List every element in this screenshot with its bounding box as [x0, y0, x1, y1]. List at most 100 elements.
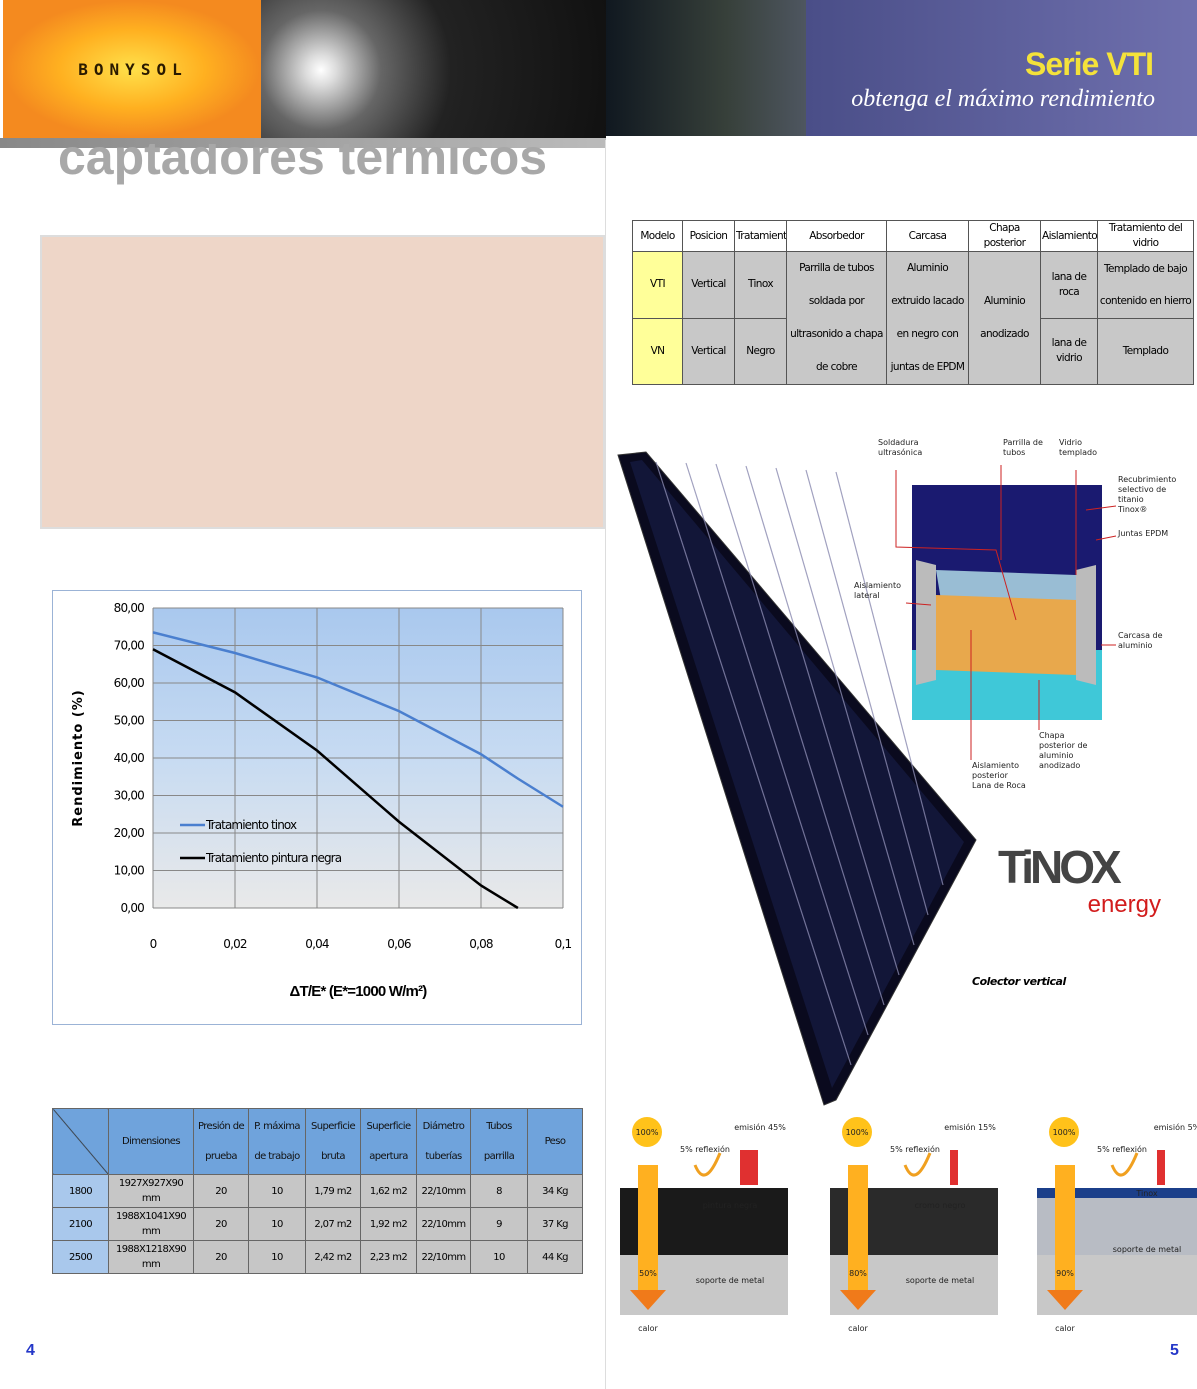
layer-label: Tinox [1135, 1189, 1158, 1198]
diagram-label: Aislamiento posterior Lana de Roca [972, 761, 1026, 790]
cell: 2,42 m2 [305, 1240, 361, 1274]
sun-label: 100% [1053, 1128, 1076, 1137]
reflection-label: 5% reflexión [890, 1144, 940, 1154]
y-tick-label: 30,00 [114, 789, 145, 803]
header-cell: Aislamiento [1040, 220, 1098, 252]
image-placeholder [40, 235, 605, 529]
y-tick-label: 80,00 [114, 601, 145, 615]
emission-label: emisión 5% [1154, 1122, 1197, 1132]
row: 2100 1988X1041X90 mm 20 10 2,07 m2 1,92 m2 22/… [52, 1207, 583, 1241]
model-cell: 2100 [52, 1207, 109, 1241]
cell: 9 [470, 1207, 528, 1241]
cell: 1927X927X90 mm [108, 1174, 194, 1208]
cell: 8 [470, 1174, 528, 1208]
data-line [152, 631, 564, 808]
legend-label: Tratamiento pintura negra [205, 851, 342, 865]
cell: Parrilla de tubos soldada por ultrasonid… [786, 251, 887, 385]
y-tick-label: 10,00 [114, 864, 145, 878]
cell: 44 Kg [527, 1240, 583, 1274]
corner-cell [52, 1108, 109, 1175]
page-divider [605, 140, 606, 1389]
cell: 2,07 m2 [305, 1207, 361, 1241]
cell: 10 [248, 1240, 306, 1274]
sun [632, 1117, 662, 1147]
cell: Negro [734, 317, 787, 385]
emission-arrow [1157, 1150, 1165, 1185]
header-cell: Peso [527, 1108, 583, 1175]
cell: lana de roca [1040, 251, 1098, 319]
model-cell: VN [632, 317, 683, 385]
title-band: Serie VTI obtenga el máximo rendimiento [806, 0, 1197, 136]
layer-label: cromo negro [915, 1201, 966, 1210]
cell: Aluminio anodizado [968, 251, 1041, 385]
cell: 22/10mm [416, 1174, 471, 1208]
absorbed-arrow [630, 1290, 666, 1310]
collector-glass [630, 460, 964, 1088]
brand-sub: energy [1088, 891, 1161, 918]
cell: 1988X1218X90 mm [108, 1240, 194, 1274]
base-label: soporte de metal [1113, 1245, 1181, 1254]
model-cell: 1800 [52, 1174, 109, 1208]
x-tick-label: 0,06 [387, 937, 411, 951]
chart-frame [52, 590, 582, 1025]
row: 2500 1988X1218X90 mm 20 10 2,42 m2 2,23 m2 22/… [52, 1240, 583, 1274]
legend-label: Tratamiento tinox [205, 818, 297, 832]
absorbed-arrow [1047, 1290, 1083, 1310]
cell: 1988X1041X90 mm [108, 1207, 194, 1241]
y-tick-label: 50,00 [114, 714, 145, 728]
y-tick-label: 60,00 [114, 676, 145, 690]
emission-diagrams: 100% emisión 45% 5% reflexión pintura negra… [620, 1117, 1197, 1333]
header-cell: Absorbedor [786, 220, 887, 252]
header-cell: Chapa posterior [968, 220, 1041, 252]
spec-table: Modelo Posicion Tratamiento Absorbedor C… [632, 220, 1194, 385]
header-cell: Carcasa [886, 220, 969, 252]
header-cell: Presión de prueba [193, 1108, 249, 1175]
sun [842, 1117, 872, 1147]
diagram-label: Juntas EPDM [1117, 529, 1168, 538]
x-tick-label: 0,1 [555, 937, 572, 951]
cell: Templado [1097, 317, 1194, 385]
cell: 22/10mm [416, 1240, 471, 1274]
header-cell: Dimensiones [108, 1108, 194, 1175]
cell: 10 [470, 1240, 528, 1274]
emission-arrow [740, 1150, 758, 1185]
x-axis-label: ΔT/E* (E*=1000 W/m²) [290, 983, 428, 1000]
header-cell: Superficie apertura [360, 1108, 417, 1175]
absorbed-label: 50% [639, 1269, 657, 1278]
cell: 37 Kg [527, 1207, 583, 1241]
cell: 34 Kg [527, 1174, 583, 1208]
absorber-tubes [655, 461, 944, 1066]
reflection-arrow [1110, 1152, 1139, 1177]
reflection-label: 5% reflexión [1097, 1144, 1147, 1154]
incoming-arrow [848, 1165, 868, 1290]
absorbed-arrow [840, 1290, 876, 1310]
reflection-arrow [693, 1152, 722, 1177]
cell: 20 [193, 1240, 249, 1274]
diagram-label: Parrilla de tubos [1003, 438, 1043, 457]
incoming-arrow [1055, 1165, 1075, 1290]
cell: 22/10mm [416, 1207, 471, 1241]
diagram-label: Soldadura ultrasónica [878, 438, 922, 457]
header-cell: Tratamiento del vidrio [1097, 220, 1194, 252]
cell: 10 [248, 1174, 306, 1208]
diagram-label: Aislamiento lateral [854, 581, 901, 600]
sun [1049, 1117, 1079, 1147]
emission-arrow [950, 1150, 958, 1185]
y-tick-label: 70,00 [114, 639, 145, 653]
cell: 1,79 m2 [305, 1174, 361, 1208]
x-tick-label: 0,04 [305, 937, 329, 951]
x-tick-label: 0 [150, 937, 157, 951]
row: 1800 1927X927X90 mm 20 10 1,79 m2 1,62 m2 22/1… [52, 1174, 583, 1208]
reflection-label: 5% reflexión [680, 1144, 730, 1154]
y-tick-label: 20,00 [114, 826, 145, 840]
series-title: Serie VTI [1025, 46, 1154, 82]
slogan: obtenga el máximo rendimiento [851, 86, 1155, 112]
model-cell: VTI [632, 251, 683, 319]
y-axis-label: Rendimiento (%) [71, 689, 86, 827]
heat-label: calor [848, 1324, 868, 1333]
caption: Colector vertical [972, 975, 1066, 988]
incoming-arrow [638, 1165, 658, 1290]
base-label: soporte de metal [906, 1276, 974, 1285]
header-cell: P. máxima de trabajo [248, 1108, 306, 1175]
